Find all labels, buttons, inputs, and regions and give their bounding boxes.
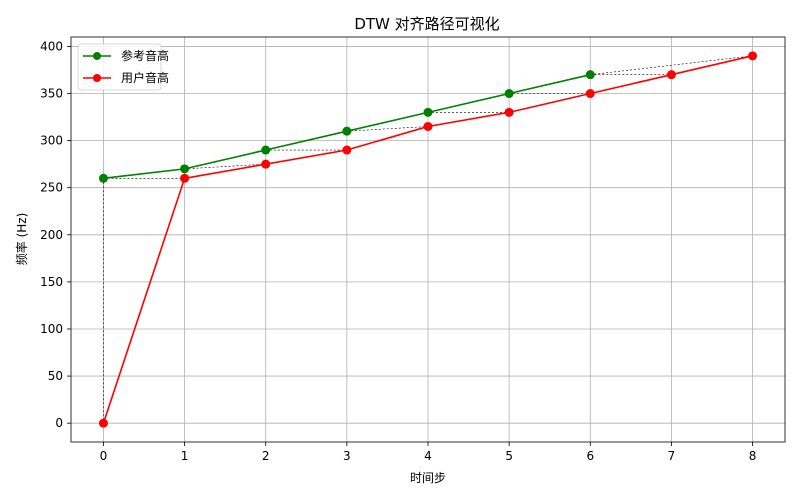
x-tick-label: 7 bbox=[668, 449, 676, 463]
data-point bbox=[261, 159, 271, 169]
data-point bbox=[98, 418, 108, 428]
data-point bbox=[180, 173, 190, 183]
data-point bbox=[342, 145, 352, 155]
x-tick-label: 6 bbox=[586, 449, 594, 463]
y-tick-label: 400 bbox=[40, 39, 63, 53]
x-tick-label: 5 bbox=[505, 449, 513, 463]
data-point bbox=[504, 107, 514, 117]
legend-label: 用户音高 bbox=[121, 70, 169, 85]
data-point bbox=[342, 126, 352, 136]
y-tick-label: 300 bbox=[40, 134, 63, 148]
x-tick-label: 0 bbox=[100, 449, 108, 463]
y-tick-label: 250 bbox=[40, 181, 63, 195]
alignment-path bbox=[103, 55, 753, 424]
legend-item: 参考音高 bbox=[83, 48, 169, 63]
data-point bbox=[585, 70, 595, 80]
series-layer bbox=[98, 51, 758, 428]
legend-marker bbox=[93, 52, 101, 60]
x-tick-label: 3 bbox=[343, 449, 351, 463]
y-axis-title: 频率 (Hz) bbox=[14, 213, 29, 266]
chart-title: DTW 对齐路径可视化 bbox=[354, 15, 499, 33]
x-axis-title: 时间步 bbox=[410, 471, 446, 485]
legend-item: 用户音高 bbox=[83, 70, 169, 85]
x-tick-label: 1 bbox=[181, 449, 189, 463]
y-tick-label: 200 bbox=[40, 228, 63, 242]
x-tick-label: 4 bbox=[424, 449, 432, 463]
data-point bbox=[585, 89, 595, 99]
data-point bbox=[748, 51, 758, 61]
data-point bbox=[666, 70, 676, 80]
x-tick-label: 2 bbox=[262, 449, 270, 463]
y-tick-label: 100 bbox=[40, 322, 63, 336]
legend-label: 参考音高 bbox=[121, 48, 169, 63]
x-tick-label: 8 bbox=[749, 449, 757, 463]
data-point bbox=[98, 173, 108, 183]
y-tick-label: 0 bbox=[55, 416, 63, 430]
data-point bbox=[261, 145, 271, 155]
data-point bbox=[504, 89, 514, 99]
series-0 bbox=[98, 70, 595, 183]
y-tick-label: 150 bbox=[40, 275, 63, 289]
alignment-link bbox=[346, 126, 429, 132]
y-tick-label: 50 bbox=[48, 369, 63, 383]
y-tick-label: 350 bbox=[40, 87, 63, 101]
grid bbox=[71, 37, 785, 442]
data-point bbox=[423, 107, 433, 117]
data-point bbox=[180, 164, 190, 174]
axis-ticks: 0 1 2 3 4 5 6 7 8 0 50 100 150 200 250 300 350 400 bbox=[40, 39, 756, 463]
legend-marker bbox=[93, 74, 101, 82]
data-point bbox=[423, 121, 433, 131]
series-1 bbox=[98, 51, 758, 428]
alignment-link bbox=[590, 55, 753, 75]
alignment-link bbox=[184, 163, 266, 170]
